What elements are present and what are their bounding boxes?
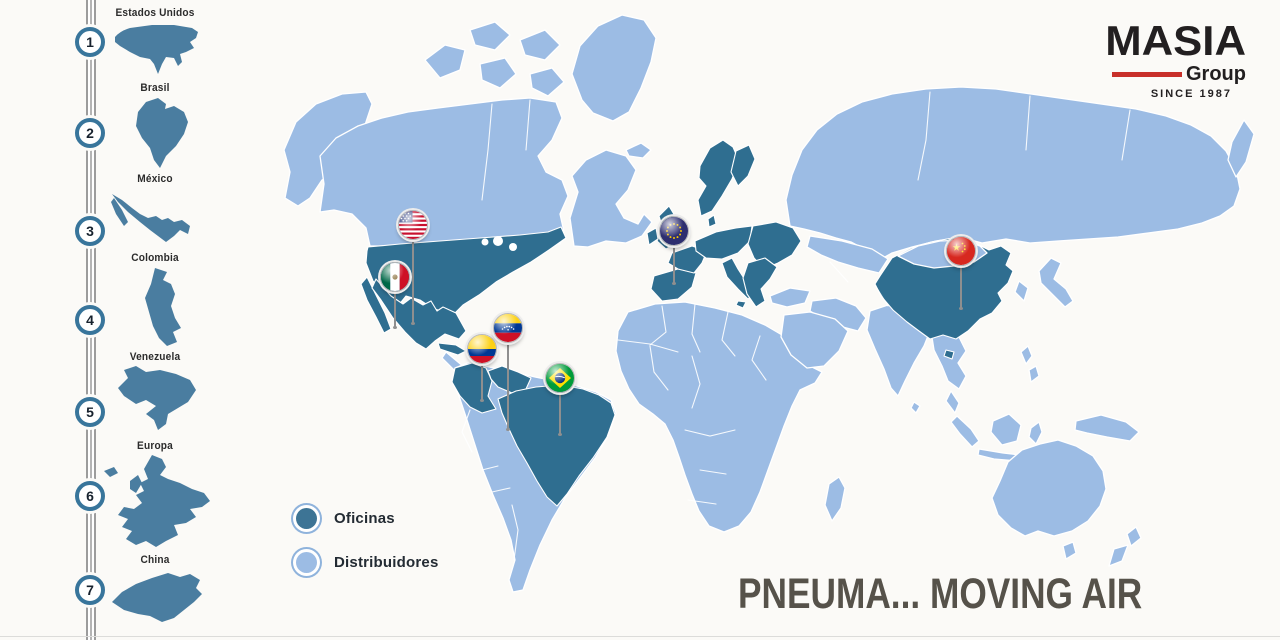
sidebar-label-estados-unidos: Estados Unidos xyxy=(115,7,195,19)
map-arabia xyxy=(780,311,849,369)
usa-flag-icon xyxy=(398,210,428,240)
map-madagascar xyxy=(824,476,846,522)
tagline: PNEUMA... MOVING AIR xyxy=(738,570,1143,618)
logo-since-text: SINCE 1987 xyxy=(1150,88,1232,100)
offices-dot-icon xyxy=(296,508,317,529)
distributors-dot-icon xyxy=(296,552,317,573)
timeline-number-5: 5 xyxy=(75,397,105,427)
usa-silhouette xyxy=(115,25,198,74)
legend-label-offices: Oficinas xyxy=(334,510,395,527)
pin-stick xyxy=(959,262,963,310)
brazil-flag-icon xyxy=(545,363,575,393)
map-africa xyxy=(615,301,823,533)
timeline-number-1: 1 xyxy=(75,27,105,57)
pin-stick xyxy=(480,360,484,402)
sidebar-label-china: China xyxy=(140,554,170,566)
mexico-silhouette xyxy=(111,194,190,242)
china-flag-icon xyxy=(946,236,976,266)
europe-silhouette xyxy=(104,455,210,547)
world-map xyxy=(283,14,1255,593)
map-iceland xyxy=(625,142,652,159)
timeline-number-4: 4 xyxy=(75,305,105,335)
sidebar-label-venezuela: Venezuela xyxy=(129,351,181,363)
timeline-number-2: 2 xyxy=(75,118,105,148)
map-baja xyxy=(360,276,392,334)
sidebar-label-brasil: Brasil xyxy=(140,82,170,94)
logo-red-line xyxy=(1112,71,1182,77)
map-turkey xyxy=(769,287,811,308)
legend-row-distributors: Distribuidores xyxy=(293,549,438,576)
map-australia xyxy=(991,439,1107,537)
legend-label-distributors: Distribuidores xyxy=(334,554,439,571)
logo-brand-text: MASIA xyxy=(1105,17,1246,64)
map-france xyxy=(667,245,708,274)
map-central-asia xyxy=(806,235,889,274)
venezuela-flag-icon xyxy=(493,313,523,343)
colombia-silhouette xyxy=(145,268,181,346)
pin-stick xyxy=(506,339,510,431)
sidebar-label-colombia: Colombia xyxy=(131,252,179,264)
logo-group-text: Group xyxy=(1186,63,1246,85)
map-central-europe xyxy=(694,225,753,260)
timeline-number-6: 6 xyxy=(75,481,105,511)
china-silhouette xyxy=(112,573,202,622)
timeline-number-3: 3 xyxy=(75,216,105,246)
map-east-europe xyxy=(747,221,802,270)
legend: Oficinas Distribuidores xyxy=(293,505,438,593)
map-greenland xyxy=(571,14,657,122)
legend-row-offices: Oficinas xyxy=(293,505,438,532)
pin-stick xyxy=(411,236,415,325)
mexico-flag-icon xyxy=(380,262,410,292)
sidebar-label-mexico: México xyxy=(137,173,173,185)
colombia-flag-icon xyxy=(467,334,497,364)
map-new-guinea xyxy=(1074,414,1140,442)
map-indochina xyxy=(930,328,967,390)
pin-stick xyxy=(672,242,676,285)
sidebar-label-europa: Europa xyxy=(137,440,173,452)
map-japan xyxy=(1038,257,1074,308)
venezuela-silhouette xyxy=(118,366,196,430)
map-canada xyxy=(319,97,569,247)
bottom-hairline xyxy=(0,636,1280,637)
map-balkans xyxy=(742,257,778,308)
brazil-silhouette xyxy=(136,98,188,168)
map-cuba xyxy=(437,342,467,356)
timeline-number-7: 7 xyxy=(75,575,105,605)
map-russia xyxy=(785,86,1241,263)
pin-stick xyxy=(393,288,397,329)
map-scandinavia xyxy=(697,139,740,217)
europe-flag-icon xyxy=(659,216,689,246)
map-canada-east xyxy=(569,149,653,248)
pin-stick xyxy=(558,389,562,436)
masia-group-logo: MASIA Group SINCE 1987 xyxy=(1096,20,1246,101)
